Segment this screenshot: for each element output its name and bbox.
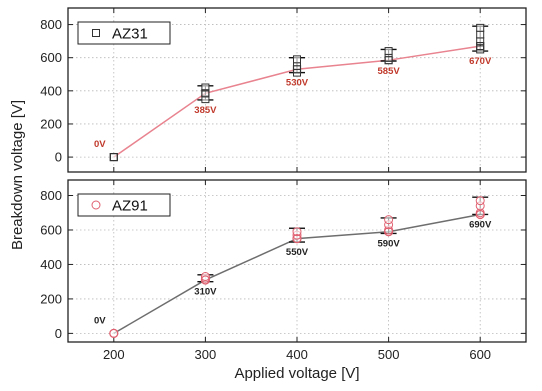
x-tick-label-0: 200 <box>103 347 125 362</box>
az91-point-2-2 <box>292 227 302 237</box>
az31-legend-box <box>77 21 171 45</box>
az31-point-0-0 <box>109 153 118 162</box>
az91-data-label-0: 0V <box>94 315 106 326</box>
az31-point-4-2 <box>476 30 485 39</box>
az31-mean-point-0 <box>109 152 118 162</box>
y-axis-label: Breakdown voltage [V] <box>9 100 26 250</box>
az91-mean-point-3 <box>384 227 394 237</box>
az91-data-label-3: 590V <box>378 238 401 249</box>
x-tick-label-3: 500 <box>378 347 400 362</box>
az31-data-label-4: 670V <box>469 56 492 67</box>
az31-data-label-2: 530V <box>286 78 309 89</box>
az31-y-tick-label-4: 800 <box>40 17 62 32</box>
az91-y-tick-label-0: 0 <box>55 326 62 341</box>
az31-mean-point-4 <box>476 42 485 51</box>
az91-legend-box <box>77 193 171 217</box>
az31-point-3-0 <box>384 53 393 62</box>
az31-y-tick-label-3: 600 <box>40 50 62 65</box>
az31-data-label-0: 0V <box>94 139 106 150</box>
az31-point-2-2 <box>293 55 301 64</box>
az91-data-label-2: 550V <box>286 247 309 258</box>
az91-y-tick-label-1: 200 <box>40 291 62 306</box>
az91-mean-point-4 <box>475 209 485 220</box>
az91-legend-marker <box>91 200 101 210</box>
az31-point-4-3 <box>476 23 485 32</box>
az31-mean-point-1 <box>201 89 210 98</box>
az91-legend-label: AZ91 <box>112 198 148 215</box>
x-axis-label: Applied voltage [V] <box>234 365 359 382</box>
az91-mean-point-2 <box>292 233 302 244</box>
az31-y-tick-label-0: 0 <box>55 150 62 165</box>
az91-data-label-4: 690V <box>469 219 492 230</box>
az91-y-tick-label-3: 600 <box>40 222 62 237</box>
az91-data-label-1: 310V <box>194 287 217 298</box>
az91-mean-point-0 <box>109 328 119 338</box>
x-tick-label-4: 600 <box>469 347 491 362</box>
az91-mean-point-1 <box>200 275 210 285</box>
az31-legend-label: AZ31 <box>112 26 148 43</box>
az31-mean-point-2 <box>292 65 302 74</box>
az31-data-label-3: 585V <box>378 66 401 77</box>
az31-legend-marker <box>92 29 100 37</box>
az91-y-tick-label-2: 400 <box>40 257 62 272</box>
x-tick-label-1: 300 <box>195 347 217 362</box>
az31-point-1-2 <box>201 83 210 92</box>
x-tick-label-2: 400 <box>286 347 308 362</box>
az31-y-tick-label-2: 400 <box>40 83 62 98</box>
az31-mean-point-3 <box>384 56 393 65</box>
az31-point-4-1 <box>476 37 485 46</box>
az31-point-3-1 <box>384 47 393 56</box>
az31-y-tick-label-1: 200 <box>40 116 62 131</box>
az91-point-3-2 <box>384 215 394 225</box>
az91-point-4-2 <box>475 196 485 206</box>
az91-y-tick-label-4: 800 <box>40 188 62 203</box>
az31-data-label-1: 385V <box>194 105 217 116</box>
